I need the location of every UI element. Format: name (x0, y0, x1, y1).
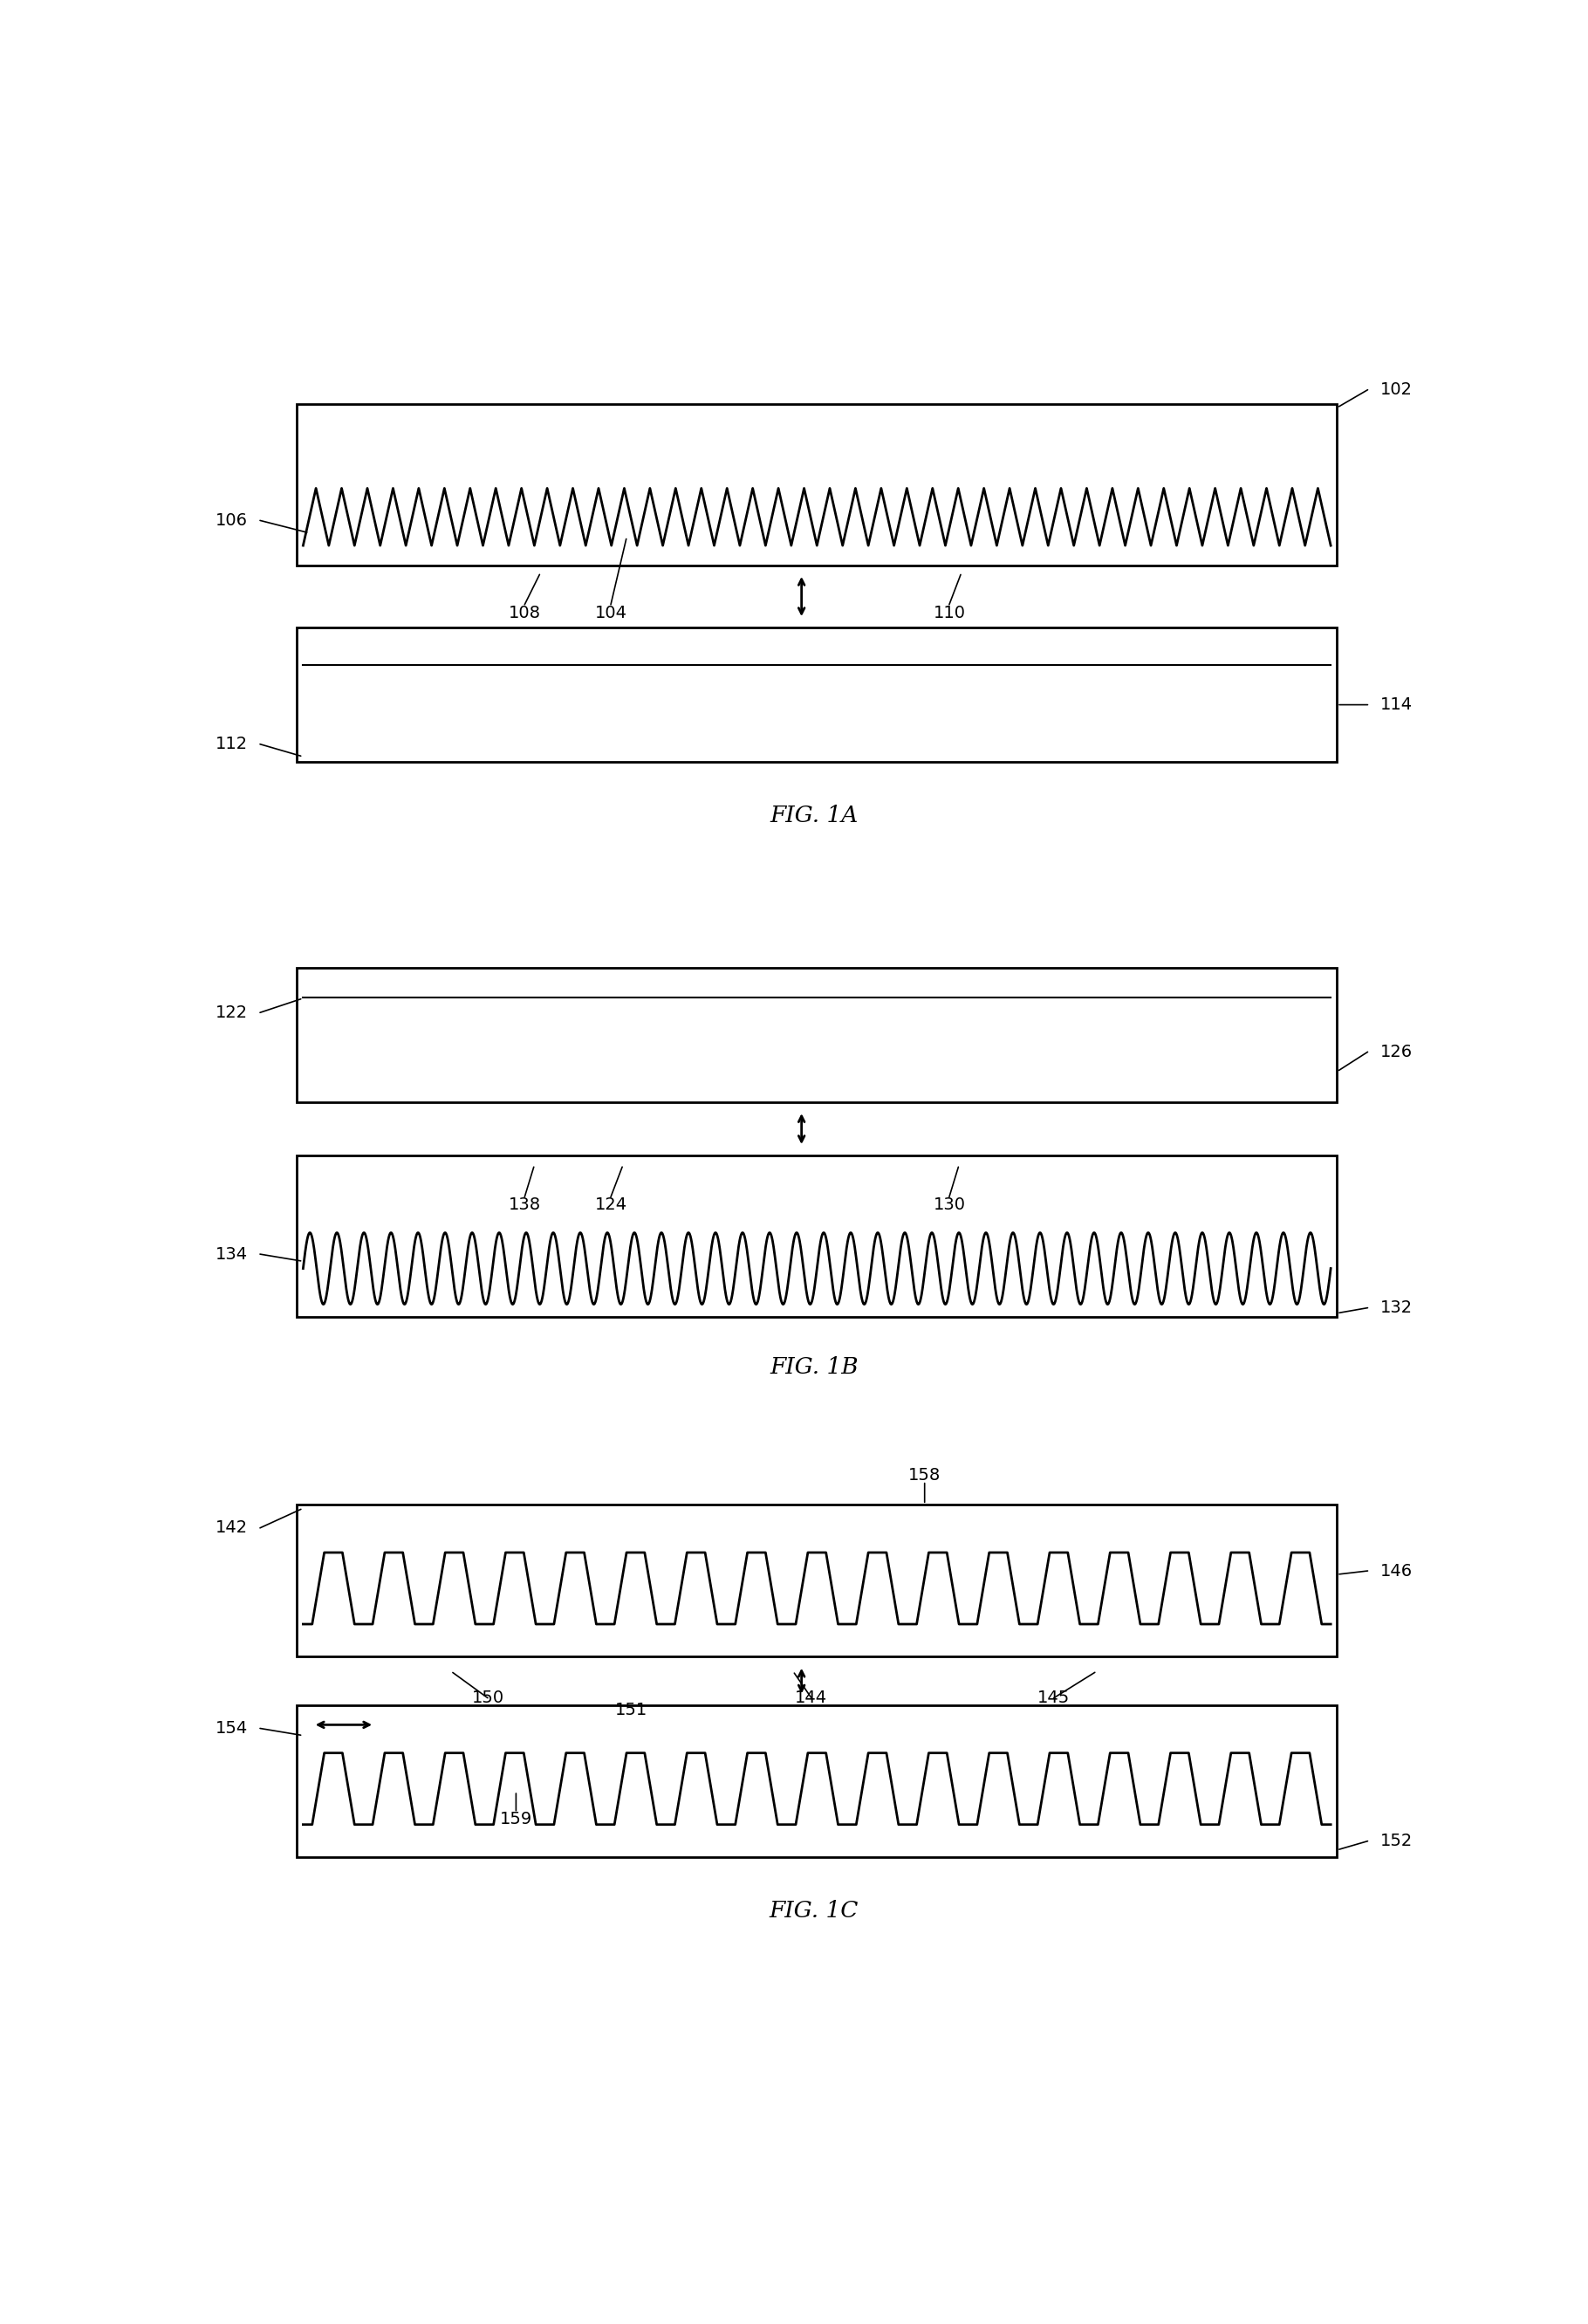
Text: 102: 102 (1380, 381, 1412, 397)
Text: 151: 151 (616, 1701, 648, 1720)
Text: FIG. 1B: FIG. 1B (770, 1355, 858, 1378)
Text: 108: 108 (508, 604, 542, 621)
Text: 112: 112 (216, 737, 248, 753)
Text: 126: 126 (1380, 1043, 1412, 1060)
Text: 150: 150 (472, 1690, 503, 1706)
Text: 145: 145 (1037, 1690, 1070, 1706)
Text: 110: 110 (934, 604, 966, 621)
Text: 122: 122 (216, 1004, 248, 1020)
Bar (297, 1155, 1337, 1318)
Text: 158: 158 (908, 1466, 940, 1483)
Text: 130: 130 (934, 1197, 966, 1213)
Text: 132: 132 (1380, 1299, 1412, 1315)
Text: 142: 142 (216, 1520, 248, 1536)
Text: 154: 154 (216, 1720, 248, 1736)
Text: 144: 144 (796, 1690, 827, 1706)
Bar (297, 1706, 1337, 1857)
Bar (297, 627, 1337, 762)
Text: 152: 152 (1380, 1834, 1412, 1850)
Text: 106: 106 (216, 511, 248, 530)
Text: 134: 134 (216, 1246, 248, 1262)
Bar (297, 404, 1337, 565)
Text: 138: 138 (508, 1197, 542, 1213)
Bar (297, 967, 1337, 1102)
Text: 159: 159 (500, 1810, 532, 1827)
Bar (297, 1504, 1337, 1657)
Text: FIG. 1C: FIG. 1C (769, 1901, 859, 1922)
Text: 146: 146 (1380, 1562, 1412, 1580)
Text: 124: 124 (594, 1197, 627, 1213)
Text: 104: 104 (594, 604, 627, 621)
Text: FIG. 1A: FIG. 1A (770, 804, 858, 827)
Text: 114: 114 (1380, 697, 1412, 713)
